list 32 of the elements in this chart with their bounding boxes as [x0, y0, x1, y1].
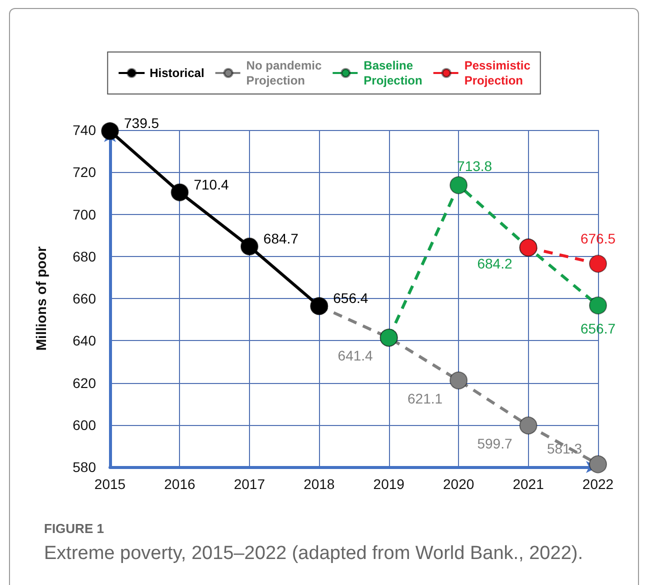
legend-label: Pessimistic Projection: [464, 58, 531, 88]
y-tick-label: 680: [72, 248, 96, 264]
x-tick-label: 2019: [373, 476, 405, 492]
data-label: 581.3: [546, 440, 582, 456]
x-tick-label: 2016: [164, 476, 196, 492]
y-tick-label: 620: [72, 374, 96, 391]
data-label: 641.4: [338, 348, 374, 364]
legend-label: Baseline Projection: [364, 58, 422, 88]
y-tick-label: 660: [72, 290, 96, 306]
text: Extreme poverty, 2015–2022 (adapted from World Bank., 2022).: [44, 543, 583, 564]
x-tick-label: 2021: [512, 476, 544, 492]
legend-label: Historical: [150, 66, 204, 80]
data-label: 621.1: [408, 390, 443, 406]
x-tick-label: 2015: [94, 476, 126, 492]
x-tick-label: 2018: [304, 476, 335, 492]
caption: FIGURE 1: [44, 521, 104, 536]
legend-label: No pandemic Projection: [246, 58, 322, 88]
x-tick-label: 2022: [582, 476, 614, 492]
y-tick-label: 600: [72, 416, 96, 433]
y-tick-label: 640: [72, 332, 96, 349]
y-tick-label: 720: [72, 164, 96, 180]
data-label: 684.2: [477, 256, 512, 272]
x-tick-label: 2017: [234, 476, 266, 492]
y-tick-label: 580: [72, 459, 96, 475]
data-label: 739.5: [124, 115, 160, 132]
data-label: 684.7: [263, 230, 299, 246]
data-label: 710.4: [194, 176, 229, 192]
data-label: 599.7: [477, 436, 512, 452]
y-axis-title: Millions of poor: [33, 246, 49, 351]
x-tick-label: 2020: [442, 476, 474, 492]
y-tick-label: 700: [72, 206, 96, 222]
y-tick-label: 740: [72, 122, 96, 138]
